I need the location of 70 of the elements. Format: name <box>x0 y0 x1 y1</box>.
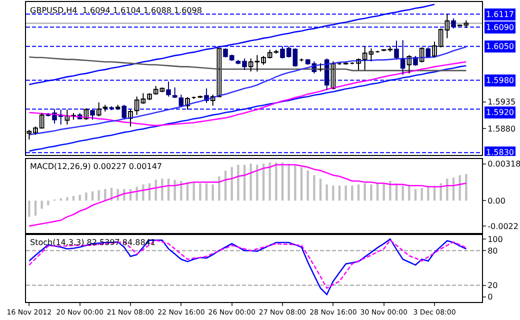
bar <box>288 164 290 201</box>
ref-line-label: 1.6117 <box>486 10 514 19</box>
bar <box>275 162 278 201</box>
y-tick-label: 0 <box>488 292 493 302</box>
bar <box>98 190 100 201</box>
bar <box>268 162 271 201</box>
bar <box>47 200 50 206</box>
line-series <box>28 61 467 126</box>
ref-line-label: 1.5920 <box>486 108 514 117</box>
bar <box>351 186 354 201</box>
ref-line-label: 1.6050 <box>486 42 514 51</box>
y-tick-label: 80 <box>488 246 498 256</box>
bar <box>364 183 366 201</box>
bar <box>66 197 68 201</box>
line-series <box>28 65 467 152</box>
bar <box>344 186 347 201</box>
bar <box>60 198 62 201</box>
bar <box>212 184 214 201</box>
bar <box>34 200 37 216</box>
candlestick <box>109 106 114 111</box>
ref-line-label: 1.6090 <box>486 23 514 32</box>
bar <box>161 178 164 201</box>
y-tick-label: 100 <box>488 234 503 244</box>
bar <box>237 164 240 201</box>
chart-title: MACD(12,26,9) 0.00227 0.00147 <box>30 162 162 171</box>
bar <box>256 164 258 201</box>
bar <box>40 200 43 209</box>
bar <box>300 167 303 201</box>
bar <box>294 164 296 201</box>
bar <box>446 178 448 201</box>
y-tick-label: 0.00 <box>488 196 506 206</box>
bar <box>319 178 322 201</box>
y-tick-label: 1.5880 <box>488 124 516 134</box>
bar <box>382 183 385 201</box>
y-tick-label: 20 <box>488 281 498 290</box>
bar <box>389 180 392 201</box>
bar <box>28 200 30 217</box>
y-tick-label: -0.0022 <box>488 222 518 231</box>
bar <box>427 186 430 201</box>
bar <box>306 170 309 201</box>
bar <box>180 180 182 201</box>
bar <box>326 184 328 201</box>
bar <box>250 164 252 201</box>
bar <box>199 183 202 201</box>
bar <box>370 184 372 201</box>
bar <box>192 182 195 201</box>
bar <box>408 186 410 201</box>
y-tick-label: 0.00318 <box>488 160 520 169</box>
bar <box>338 186 341 201</box>
bar <box>174 180 176 201</box>
bar <box>78 194 81 201</box>
y-tick-label: 1.5935 <box>488 98 516 107</box>
bar <box>230 167 233 201</box>
bar <box>154 180 157 201</box>
bar <box>218 176 220 201</box>
bar <box>458 175 461 201</box>
text: GBPUSD,H4 1.6094 1.6104 1.6088 1.6098 <box>30 6 202 15</box>
bar <box>313 175 316 201</box>
bar <box>85 192 88 201</box>
bar <box>420 188 423 201</box>
bar <box>104 189 106 201</box>
bar <box>465 174 468 201</box>
bar <box>142 184 144 201</box>
bar <box>332 186 334 201</box>
line-series <box>28 164 467 227</box>
bar <box>136 186 138 201</box>
line-series <box>28 56 467 72</box>
bar <box>402 186 404 201</box>
ref-line-label: 1.5830 <box>486 148 514 157</box>
ref-line-label: 1.5980 <box>486 76 514 85</box>
